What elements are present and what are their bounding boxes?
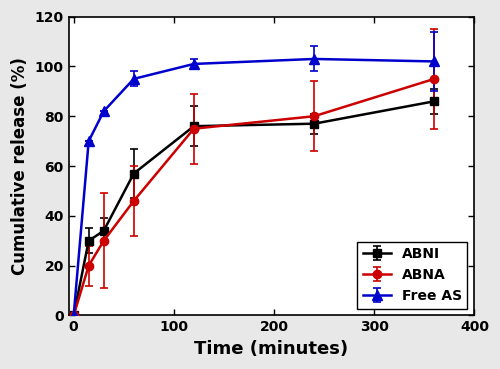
X-axis label: Time (minutes): Time (minutes): [194, 340, 348, 358]
Legend: ABNI, ABNA, Free AS: ABNI, ABNA, Free AS: [358, 242, 468, 308]
Y-axis label: Cumulative release (%): Cumulative release (%): [11, 57, 29, 275]
